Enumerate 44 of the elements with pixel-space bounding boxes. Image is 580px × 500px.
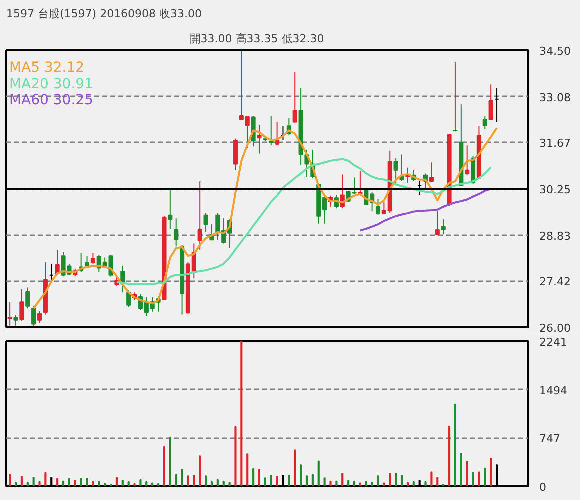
y-tick-label: 34.50 <box>540 45 571 58</box>
candlestick <box>429 162 434 183</box>
line-series <box>359 188 492 232</box>
candlestick <box>465 144 470 176</box>
y-tick-label: 28.83 <box>540 230 571 243</box>
y-tick-label: 27.42 <box>540 276 571 289</box>
candlestick <box>8 302 12 326</box>
candlestick <box>275 122 280 146</box>
candlestick <box>90 252 96 264</box>
candlestick <box>257 124 262 154</box>
candlestick <box>453 62 458 132</box>
y-tick-label: 0 <box>540 481 546 494</box>
candlestick <box>233 138 238 171</box>
y-tick-label: 30.25 <box>540 184 571 196</box>
candlestick <box>168 188 173 230</box>
text: MA20 30.91 <box>9 76 94 92</box>
candlestick <box>394 158 398 186</box>
chart-title: 1597 台股(1597) 20160908 收33.00 <box>6 8 202 20</box>
y-tick-label: 2241 <box>540 336 568 349</box>
y-tick-label: 1494 <box>540 384 568 398</box>
candlestick <box>32 305 36 328</box>
chart-subtitle: 開33.00 高33.35 低32.30 <box>190 32 324 46</box>
candlestick <box>441 219 446 234</box>
text: MA60 30.25 <box>9 92 94 108</box>
candlestick <box>482 116 488 130</box>
candlestick <box>435 210 440 236</box>
candlestick <box>37 311 42 324</box>
line-series <box>116 158 492 286</box>
y-tick-label: 31.67 <box>540 137 571 150</box>
candlestick <box>198 181 202 250</box>
y-tick-label: 747 <box>540 432 560 446</box>
candlestick <box>174 218 179 248</box>
candlestick <box>376 198 381 216</box>
candlestick <box>20 288 24 322</box>
y-tick-label: 33.08 <box>540 91 571 104</box>
candlestick <box>292 72 298 124</box>
candlestick <box>14 314 18 326</box>
candlestick <box>204 212 208 233</box>
candlestick <box>488 84 494 121</box>
candlestick <box>26 287 30 310</box>
candlestick <box>269 116 274 146</box>
text: MA5 32.12 <box>9 60 85 76</box>
candlestick <box>400 154 404 182</box>
y-tick-label: 26.00 <box>540 322 571 335</box>
